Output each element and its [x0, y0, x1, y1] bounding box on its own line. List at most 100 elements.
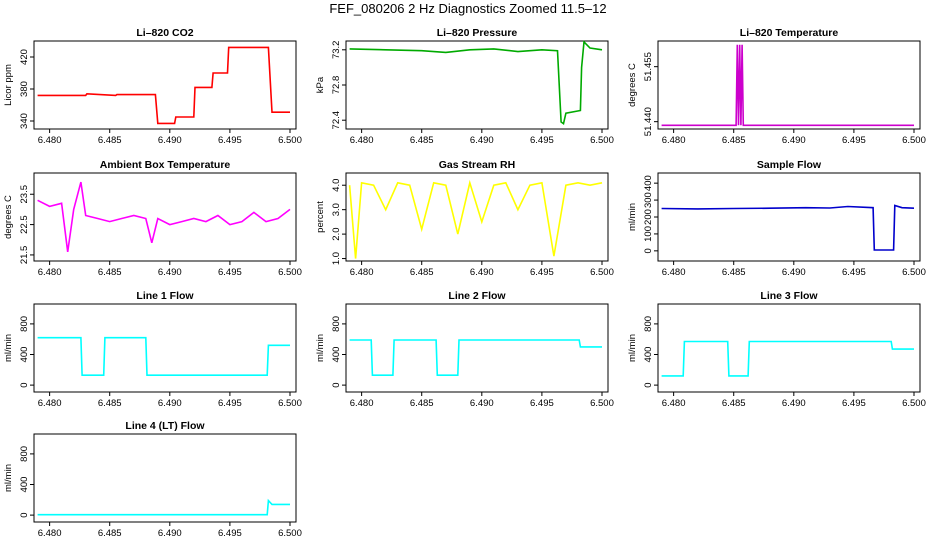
x-tick-label: 6.480 [38, 135, 62, 146]
x-tick-label: 6.495 [530, 135, 554, 146]
x-tick-label: 6.495 [842, 398, 866, 409]
y-tick-label: 200 [643, 209, 654, 225]
panel-1: Li–820 CO2 6.480 6.485 6.490 6.495 6.500 340 38… [3, 27, 302, 146]
y-tick-label: 340 [19, 113, 30, 129]
x-tick-label: 6.500 [902, 267, 926, 278]
x-tick-label: 6.500 [590, 267, 614, 278]
panel-title: Line 4 (LT) Flow [125, 420, 205, 432]
y-tick-label: 51.440 [643, 107, 654, 136]
x-tick-label: 6.490 [158, 528, 182, 539]
y-tick-label: 400 [331, 347, 342, 363]
x-tick-label: 6.490 [158, 135, 182, 146]
x-tick-label: 6.490 [782, 135, 806, 146]
y-tick-label: 400 [643, 175, 654, 191]
x-tick-label: 6.485 [410, 398, 434, 409]
y-tick-label: 100 [643, 226, 654, 242]
x-tick-label: 6.495 [218, 135, 242, 146]
x-tick-label: 6.495 [842, 135, 866, 146]
y-tick-label: 23.5 [19, 185, 30, 204]
y-tick-label: 300 [643, 192, 654, 208]
x-tick-label: 6.495 [218, 267, 242, 278]
y-tick-label: 72.8 [331, 76, 342, 95]
plot-frame [657, 40, 921, 130]
x-tick-label: 6.500 [902, 135, 926, 146]
x-tick-label: 6.490 [470, 398, 494, 409]
y-axis-label: degrees C [3, 195, 14, 239]
panel-3: Li–820 Temperature 6.480 6.485 6.490 6.495 6.… [627, 27, 926, 146]
x-tick-label: 6.490 [158, 398, 182, 409]
series-line [348, 179, 603, 259]
x-tick-label: 6.485 [722, 267, 746, 278]
panel-7: Line 1 Flow 6.480 6.485 6.490 6.495 6.500 0 400… [3, 290, 302, 409]
x-tick-label: 6.490 [782, 398, 806, 409]
x-tick-label: 6.485 [722, 398, 746, 409]
x-tick-label: 6.500 [590, 135, 614, 146]
y-tick-label: 3.0 [331, 203, 342, 216]
x-tick-label: 6.480 [662, 135, 686, 146]
x-tick-label: 6.500 [278, 528, 302, 539]
y-tick-label: 0 [19, 512, 30, 517]
y-tick-label: 800 [331, 316, 342, 332]
y-tick-label: 22.5 [19, 215, 30, 234]
panel-title: Li–820 Pressure [437, 27, 518, 39]
x-tick-label: 6.495 [218, 398, 242, 409]
figure-title: FEF_080206 2 Hz Diagnostics Zoomed 11.5–… [329, 1, 607, 16]
x-tick-label: 6.500 [278, 398, 302, 409]
y-axis-label: ml/min [627, 203, 638, 231]
y-tick-label: 0 [331, 382, 342, 387]
plot-frame [33, 172, 297, 262]
panel-title: Sample Flow [757, 159, 822, 171]
y-tick-label: 420 [19, 49, 30, 65]
y-axis-label: Licor ppm [3, 64, 14, 106]
x-tick-label: 6.480 [350, 267, 374, 278]
x-tick-label: 6.480 [350, 398, 374, 409]
y-axis-label: ml/min [627, 334, 638, 362]
y-tick-label: 4.0 [331, 179, 342, 192]
x-tick-label: 6.485 [722, 135, 746, 146]
y-tick-label: 400 [643, 347, 654, 363]
y-tick-label: 72.4 [331, 111, 342, 130]
plot-frame [657, 172, 921, 262]
x-tick-label: 6.480 [662, 398, 686, 409]
series-line [661, 204, 915, 251]
x-tick-label: 6.490 [158, 267, 182, 278]
y-axis-label: degrees C [627, 63, 638, 107]
series-line [37, 336, 290, 377]
x-tick-label: 6.500 [278, 267, 302, 278]
panel-6: Sample Flow 6.480 6.485 6.490 6.495 6.500 0 100… [627, 159, 926, 278]
y-axis-label: ml/min [3, 464, 14, 492]
y-axis-label: ml/min [315, 334, 326, 362]
series-line [37, 181, 291, 253]
plot-frame [33, 303, 297, 393]
x-tick-label: 6.485 [98, 267, 122, 278]
panel-title: Gas Stream RH [439, 159, 515, 171]
panel-10: Line 4 (LT) Flow 6.480 6.485 6.490 6.495 6.50… [3, 420, 302, 539]
y-tick-label: 0 [19, 382, 30, 387]
y-tick-label: 73.2 [331, 41, 342, 60]
panel-title: Ambient Box Temperature [100, 159, 231, 171]
x-tick-label: 6.485 [98, 398, 122, 409]
y-tick-label: 800 [19, 316, 30, 332]
plot-frame [345, 40, 609, 130]
x-tick-label: 6.480 [38, 528, 62, 539]
series-line [349, 40, 603, 126]
x-tick-label: 6.495 [842, 267, 866, 278]
plot-frame [33, 40, 297, 130]
series-line [661, 340, 914, 377]
series-line [661, 44, 914, 127]
panel-title: Line 2 Flow [448, 290, 506, 302]
series-line [349, 339, 602, 377]
x-tick-label: 6.490 [782, 267, 806, 278]
x-tick-label: 6.490 [470, 267, 494, 278]
panel-2: Li–820 Pressure 6.480 6.485 6.490 6.495 6.500… [315, 27, 614, 146]
panel-5: Gas Stream RH 6.480 6.485 6.490 6.495 6.500 1.… [315, 159, 614, 278]
y-tick-label: 1.0 [331, 252, 342, 265]
x-tick-label: 6.480 [350, 135, 374, 146]
plot-frame [657, 303, 921, 393]
x-tick-label: 6.495 [218, 528, 242, 539]
panel-title: Li–820 Temperature [740, 27, 839, 39]
y-tick-label: 400 [19, 477, 30, 493]
x-tick-label: 6.485 [410, 267, 434, 278]
plot-frame [33, 433, 297, 523]
panel-4: Ambient Box Temperature 6.480 6.485 6.490 6.… [3, 159, 302, 278]
